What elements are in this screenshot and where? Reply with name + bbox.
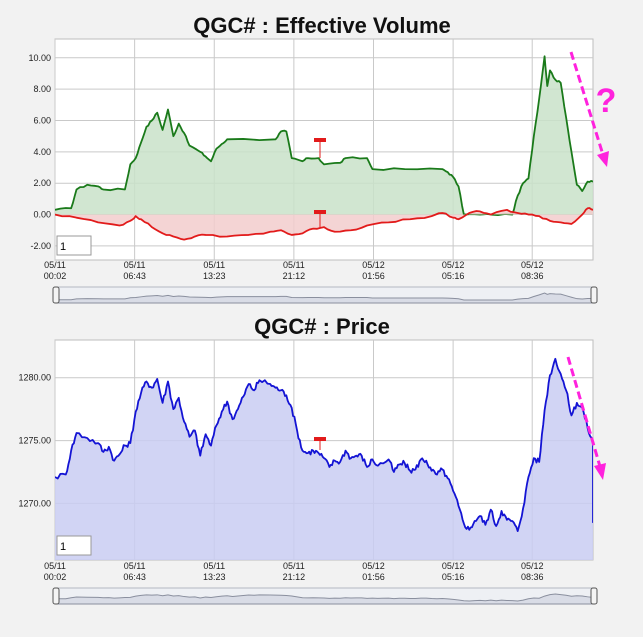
x-tick-time: 13:23 (203, 572, 226, 582)
y-tick-label: 1280.00 (18, 373, 51, 383)
x-tick-time: 00:02 (44, 271, 67, 281)
y-tick-label: 6.00 (33, 116, 51, 126)
series-line (55, 357, 593, 532)
navigator-handle-left[interactable] (52, 587, 60, 605)
series-area (55, 358, 593, 560)
series-area (55, 56, 593, 216)
x-tick-time: 05:16 (442, 572, 465, 582)
marker-flag (314, 437, 326, 441)
x-tick-date: 05/11 (124, 260, 146, 270)
zoom-input-value[interactable]: 1 (60, 541, 66, 553)
x-tick-date: 05/11 (283, 561, 305, 571)
y-tick-label: 0.00 (33, 210, 51, 220)
x-tick-date: 05/11 (44, 561, 66, 571)
x-tick-date: 05/12 (442, 561, 465, 571)
x-tick-time: 00:02 (44, 572, 67, 582)
series-line (55, 55, 593, 217)
navigator-handle-left[interactable] (52, 286, 60, 304)
y-tick-label: 1270.00 (18, 498, 51, 508)
zoom-input[interactable] (56, 535, 92, 556)
series-line (55, 207, 593, 241)
annotation-arrowhead (597, 151, 609, 167)
y-tick-label: 10.00 (28, 53, 51, 63)
y-tick-label: -2.00 (30, 241, 51, 251)
x-tick-date: 05/11 (203, 561, 225, 571)
navigator-handle-right[interactable] (590, 286, 598, 304)
annotation-arrow (566, 356, 603, 471)
marker-flag (314, 138, 326, 142)
x-tick-date: 05/12 (362, 561, 385, 571)
navigator-series (54, 292, 594, 304)
navigator-series (54, 593, 594, 605)
x-tick-time: 05:16 (442, 271, 465, 281)
x-tick-time: 06:43 (123, 572, 146, 582)
marker-flag (314, 210, 326, 214)
x-tick-time: 08:36 (521, 271, 544, 281)
x-tick-date: 05/11 (124, 561, 146, 571)
x-tick-date: 05/12 (442, 260, 465, 270)
annotation-question-mark: ? (596, 82, 617, 120)
y-tick-label: 2.00 (33, 178, 51, 188)
x-tick-time: 21:12 (283, 572, 306, 582)
effective-volume-chart: QGC# : Effective Volume10.008.006.004.00… (28, 13, 617, 304)
x-tick-date: 05/12 (521, 561, 544, 571)
navigator-handle-right[interactable] (590, 587, 598, 605)
chart-title: QGC# : Effective Volume (193, 13, 451, 38)
x-tick-date: 05/11 (203, 260, 225, 270)
y-tick-label: 4.00 (33, 147, 51, 157)
zoom-input[interactable] (56, 235, 92, 256)
price-chart: QGC# : Price1280.001275.001270.0005/1100… (18, 314, 606, 605)
chart-title: QGC# : Price (254, 314, 390, 339)
x-tick-time: 01:56 (362, 271, 385, 281)
x-tick-date: 05/12 (521, 260, 544, 270)
series-area (55, 207, 593, 240)
zoom-input-value[interactable]: 1 (60, 241, 66, 253)
x-tick-date: 05/11 (44, 260, 66, 270)
annotation-arrow (569, 51, 606, 159)
x-tick-time: 08:36 (521, 572, 544, 582)
x-tick-time: 06:43 (123, 271, 146, 281)
x-tick-date: 05/11 (283, 260, 305, 270)
x-tick-time: 01:56 (362, 572, 385, 582)
y-tick-label: 1275.00 (18, 436, 51, 446)
x-tick-time: 21:12 (283, 271, 306, 281)
x-tick-time: 13:23 (203, 271, 226, 281)
annotation-arrowhead (594, 463, 606, 480)
x-tick-date: 05/12 (362, 260, 385, 270)
y-tick-label: 8.00 (33, 84, 51, 94)
